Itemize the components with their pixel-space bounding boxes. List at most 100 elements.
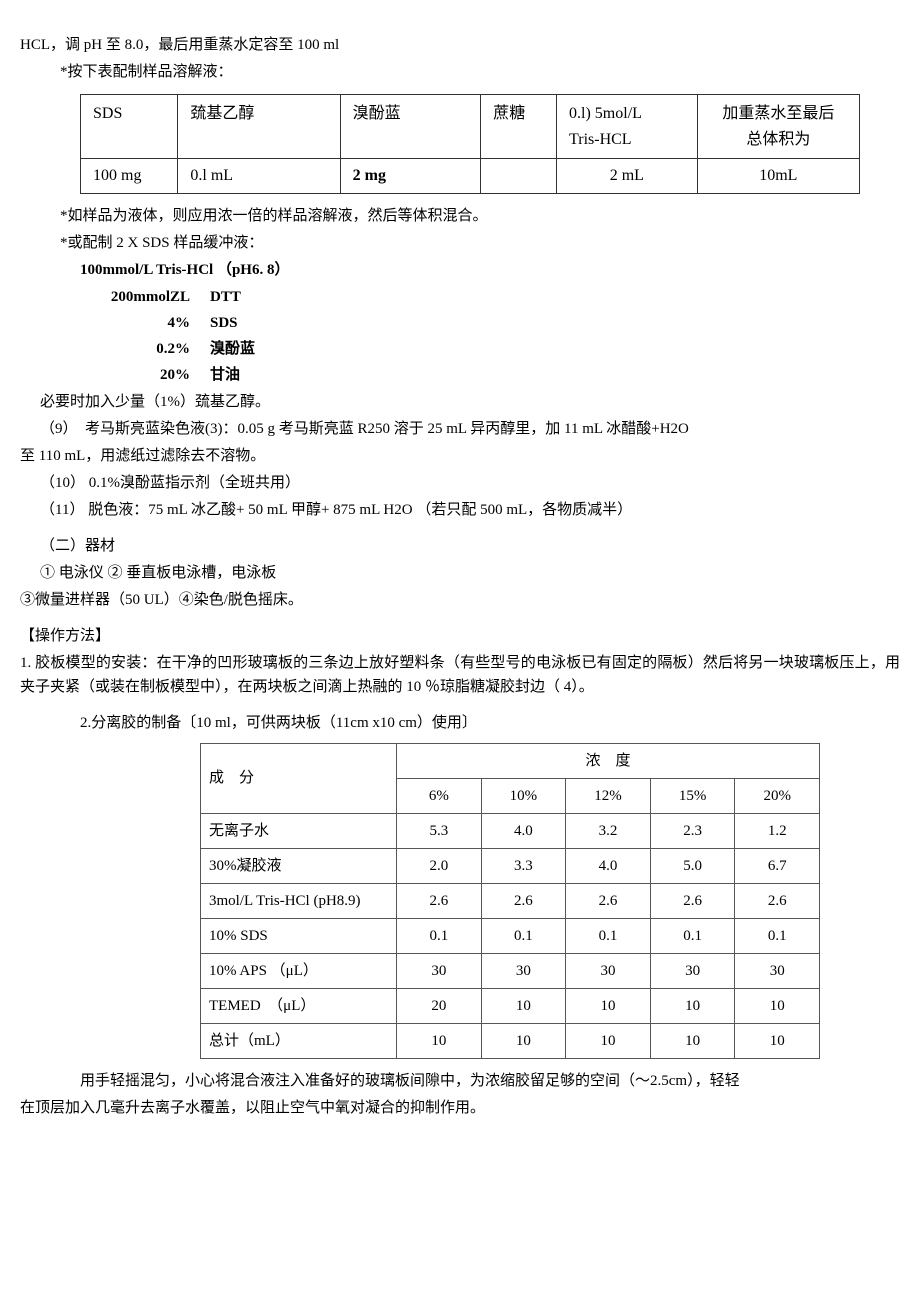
note-2x-sds: *或配制 2 X SDS 样品缓冲液： — [20, 231, 900, 255]
t2-row-3: 10% SDS 0.1 0.1 0.1 0.1 0.1 — [201, 918, 820, 953]
t1-h-sucrose: 蔗糖 — [481, 95, 557, 159]
t2-r0-v1: 4.0 — [481, 813, 566, 848]
t1-h-tris-l2: Tris-HCL — [569, 131, 632, 148]
footer-1: 用手轻摇混匀，小心将混合液注入准备好的玻璃板间隙中，为浓缩胶留足够的空间（〜2.… — [20, 1069, 900, 1093]
para-9a: （9） 考马斯亮蓝染色液(3)：0.05 g 考马斯亮蓝 R250 溶于 25 … — [20, 417, 900, 441]
t2-r4-v0: 30 — [397, 953, 482, 988]
equip-1: ① 电泳仪 ② 垂直板电泳槽，电泳板 — [20, 561, 900, 585]
t2-r3-v1: 0.1 — [481, 918, 566, 953]
t1-h-bpb: 溴酚蓝 — [340, 95, 481, 159]
t2-row-4: 10% APS （μL） 30 30 30 30 30 — [201, 953, 820, 988]
t2-row-0: 无离子水 5.3 4.0 3.2 2.3 1.2 — [201, 813, 820, 848]
t2-r1-label: 30%凝胶液 — [201, 848, 397, 883]
t2-r5-v3: 10 — [650, 988, 735, 1023]
t2-r5-v2: 10 — [566, 988, 651, 1023]
t1-d-water: 10mL — [697, 159, 859, 194]
buf-r2-l: 200mmolZL — [80, 285, 210, 309]
buf-r3-r: SDS — [210, 311, 900, 335]
t2-h-concentration: 浓 度 — [397, 743, 820, 778]
t2-r0-label: 无离子水 — [201, 813, 397, 848]
t2-conc-0: 6% — [397, 778, 482, 813]
header-line-1: HCL，调 pH 至 8.0，最后用重蒸水定容至 100 ml — [20, 33, 900, 57]
t2-r1-v0: 2.0 — [397, 848, 482, 883]
separating-gel-table: 成 分 浓 度 6% 10% 12% 15% 20% 无离子水 5.3 4.0 … — [200, 743, 820, 1059]
t1-d-sucrose — [481, 159, 557, 194]
t1-h-tris: 0.l) 5mol/L Tris-HCL — [557, 95, 698, 159]
t2-h-component: 成 分 — [201, 743, 397, 813]
buf-r5-l: 20% — [80, 363, 210, 387]
t2-r6-v3: 10 — [650, 1023, 735, 1058]
buf-r4-r: 溴酚蓝 — [210, 337, 900, 361]
t2-row-5: TEMED （μL） 20 10 10 10 10 — [201, 988, 820, 1023]
t2-conc-3: 15% — [650, 778, 735, 813]
t1-d-bpb: 2 mg — [340, 159, 481, 194]
para-me-note: 必要时加入少量（1%）巯基乙醇。 — [20, 390, 900, 414]
method-1: 1. 胶板模型的安装：在干净的凹形玻璃板的三条边上放好塑料条（有些型号的电泳板已… — [20, 651, 900, 699]
method-2: 2.分离胶的制备〔10 ml，可供两块板（11cm x10 cm）使用〕 — [20, 711, 900, 735]
t1-h-tris-l1: 0.l) 5mol/L — [569, 105, 642, 122]
t2-r2-label: 3mol/L Tris-HCl (pH8.9) — [201, 883, 397, 918]
t2-conc-1: 10% — [481, 778, 566, 813]
t2-r1-v3: 5.0 — [650, 848, 735, 883]
t2-r6-v4: 10 — [735, 1023, 820, 1058]
t2-r0-v2: 3.2 — [566, 813, 651, 848]
table1-header-row1: SDS 巯基乙醇 溴酚蓝 蔗糖 0.l) 5mol/L Tris-HCL 加重蒸… — [81, 95, 860, 159]
t1-d-sds: 100 mg — [81, 159, 178, 194]
t1-h-me: 巯基乙醇 — [178, 95, 340, 159]
t2-r6-label: 总计（mL） — [201, 1023, 397, 1058]
t2-r4-label: 10% APS （μL） — [201, 953, 397, 988]
table1-data-row: 100 mg 0.l mL 2 mg 2 mL 10mL — [81, 159, 860, 194]
t2-r2-v1: 2.6 — [481, 883, 566, 918]
buf-r3-l: 4% — [80, 311, 210, 335]
t2-r5-v0: 20 — [397, 988, 482, 1023]
footer-2: 在顶层加入几毫升去离子水覆盖，以阻止空气中氧对凝合的抑制作用。 — [20, 1096, 900, 1120]
t2-r3-v4: 0.1 — [735, 918, 820, 953]
t2-r5-label: TEMED （μL） — [201, 988, 397, 1023]
t2-r1-v2: 4.0 — [566, 848, 651, 883]
equip-title: （二）器材 — [20, 534, 900, 558]
buf-r4-l: 0.2% — [80, 337, 210, 361]
t2-r2-v4: 2.6 — [735, 883, 820, 918]
t2-r1-v4: 6.7 — [735, 848, 820, 883]
t2-row-1: 30%凝胶液 2.0 3.3 4.0 5.0 6.7 — [201, 848, 820, 883]
t2-r2-v0: 2.6 — [397, 883, 482, 918]
t2-conc-4: 20% — [735, 778, 820, 813]
t2-r3-v2: 0.1 — [566, 918, 651, 953]
t1-h-water-l1: 加重蒸水至最后 — [722, 105, 834, 122]
t2-r6-v2: 10 — [566, 1023, 651, 1058]
buffer-row1: 100mmol/L Tris-HCl （pH6. 8） — [20, 258, 900, 282]
t2-conc-2: 12% — [566, 778, 651, 813]
t2-r6-v1: 10 — [481, 1023, 566, 1058]
t2-r0-v3: 2.3 — [650, 813, 735, 848]
sample-buffer-table: SDS 巯基乙醇 溴酚蓝 蔗糖 0.l) 5mol/L Tris-HCL 加重蒸… — [80, 94, 860, 194]
t1-h-water: 加重蒸水至最后 总体积为 — [697, 95, 859, 159]
t2-r4-v2: 30 — [566, 953, 651, 988]
para-10: （10） 0.1%溴酚蓝指示剂（全班共用） — [20, 471, 900, 495]
t2-r6-v0: 10 — [397, 1023, 482, 1058]
para-11: （11） 脱色液：75 mL 冰乙酸+ 50 mL 甲醇+ 875 mL H2O… — [20, 498, 900, 522]
buffer-grid: 200mmolZL DTT 4% SDS 0.2% 溴酚蓝 20% 甘油 — [80, 285, 900, 387]
t1-h-water-l2: 总体积为 — [746, 131, 810, 148]
t2-row-6: 总计（mL） 10 10 10 10 10 — [201, 1023, 820, 1058]
t1-h-sds: SDS — [81, 95, 178, 159]
t1-d-me: 0.l mL — [178, 159, 340, 194]
t2-header-row1: 成 分 浓 度 — [201, 743, 820, 778]
t2-r4-v3: 30 — [650, 953, 735, 988]
para-9b: 至 110 mL，用滤纸过滤除去不溶物。 — [20, 444, 900, 468]
t2-r3-label: 10% SDS — [201, 918, 397, 953]
t2-r5-v1: 10 — [481, 988, 566, 1023]
buf-r2-r: DTT — [210, 285, 900, 309]
t2-r0-v4: 1.2 — [735, 813, 820, 848]
header-line-2: *按下表配制样品溶解液： — [20, 60, 900, 84]
t2-r2-v3: 2.6 — [650, 883, 735, 918]
t2-r0-v0: 5.3 — [397, 813, 482, 848]
t2-r3-v0: 0.1 — [397, 918, 482, 953]
t2-r4-v1: 30 — [481, 953, 566, 988]
t1-d-tris: 2 mL — [557, 159, 698, 194]
t2-r5-v4: 10 — [735, 988, 820, 1023]
t2-r4-v4: 30 — [735, 953, 820, 988]
note-liquid-sample: *如样品为液体，则应用浓一倍的样品溶解液，然后等体积混合。 — [20, 204, 900, 228]
equip-2: ③微量进样器（50 UL）④染色/脱色摇床。 — [20, 588, 900, 612]
buf-r5-r: 甘油 — [210, 363, 900, 387]
t2-row-2: 3mol/L Tris-HCl (pH8.9) 2.6 2.6 2.6 2.6 … — [201, 883, 820, 918]
